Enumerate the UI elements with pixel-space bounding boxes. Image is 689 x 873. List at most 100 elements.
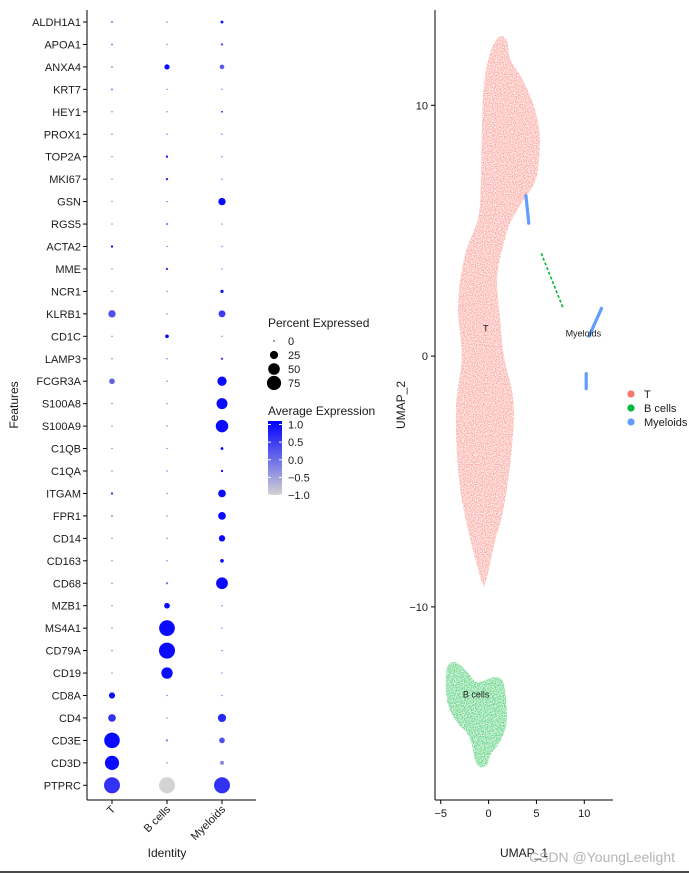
dot-ptprc-myeloids: [214, 777, 230, 794]
feature-label-ms4a1: MS4A1: [45, 623, 81, 635]
umap-legend-swatch-t: [627, 390, 635, 398]
umap-y-axis-title: UMAP_2: [394, 381, 408, 429]
umap-legend-swatch-myeloids: [627, 418, 635, 426]
umap-cluster-label-t: T: [483, 324, 489, 334]
feature-label-lamp3: LAMP3: [45, 354, 81, 366]
dot-gsn-t: [111, 200, 113, 203]
color-legend-gradient: [268, 421, 282, 495]
umap-x-tick-label: 10: [578, 808, 590, 820]
size-legend-label-50: 50: [288, 364, 300, 376]
feature-label-cd163: CD163: [47, 556, 81, 568]
dot-ptprc-t: [104, 777, 120, 794]
color-legend-label-4: −1.0: [288, 490, 310, 502]
feature-label-cd79a: CD79A: [46, 646, 82, 658]
feature-label-mzb1: MZB1: [52, 601, 81, 613]
dot-cd1c-t: [111, 335, 113, 337]
dot-cd8a-t: [108, 692, 116, 699]
dot-lamp3-myeloids: [220, 357, 224, 360]
dot-lamp3-b-cells: [166, 358, 168, 360]
dot-prox1-t: [111, 133, 113, 135]
size-legend-dot-75: [266, 375, 282, 391]
dot-rgs5-b-cells: [166, 223, 168, 225]
dot-top2a-myeloids: [221, 156, 223, 158]
feature-label-acta2: ACTA2: [46, 242, 81, 254]
dot-s100a8-myeloids: [216, 398, 228, 410]
size-legend-label-75: 75: [288, 378, 300, 390]
dot-plot-y-axis-title: Features: [7, 381, 21, 428]
dot-c1qb-b-cells: [166, 447, 168, 450]
dot-plot-legends: Percent Expressed 0 25 50 75 Average Expres…: [266, 316, 375, 502]
dot-cd19-myeloids: [221, 672, 223, 674]
dot-fpr1-b-cells: [166, 515, 168, 517]
feature-label-top2a: TOP2A: [45, 152, 82, 164]
dot-c1qb-t: [111, 447, 113, 450]
dot-cd3d-myeloids: [219, 760, 225, 765]
feature-label-cd3d: CD3D: [51, 758, 81, 770]
dot-mzb1-myeloids: [221, 605, 223, 607]
identity-label-myeloids: Myeloids: [189, 803, 229, 843]
dot-mzb1-b-cells: [164, 602, 170, 609]
dot-gsn-myeloids: [218, 197, 226, 206]
dot-c1qa-myeloids: [220, 469, 224, 473]
umap-legend-swatch-b-cells: [627, 404, 635, 412]
dot-acta2-myeloids: [221, 245, 223, 248]
feature-label-cd4: CD4: [59, 713, 81, 725]
dot-acta2-b-cells: [166, 245, 168, 248]
dot-ncr1-b-cells: [166, 290, 168, 293]
dot-aldh1a1-b-cells: [166, 21, 168, 23]
dot-krt7-myeloids: [221, 88, 223, 91]
dot-fcgr3a-b-cells: [166, 380, 168, 382]
dot-cd3e-myeloids: [219, 737, 225, 744]
dot-cd79a-b-cells: [158, 642, 176, 659]
dot-cd14-myeloids: [218, 535, 226, 542]
feature-label-s100a9: S100A9: [42, 421, 81, 433]
umap-y-tick-label: 10: [416, 100, 428, 112]
feature-label-rgs5: RGS5: [51, 219, 81, 231]
feature-label-cd1c: CD1C: [51, 331, 81, 343]
dot-cd68-b-cells: [165, 582, 169, 585]
dot-mme-myeloids: [221, 268, 223, 270]
feature-label-mme: MME: [55, 264, 81, 276]
dot-prox1-myeloids: [221, 133, 223, 135]
dot-itgam-t: [110, 492, 114, 495]
feature-label-ptprc: PTPRC: [44, 780, 81, 792]
dot-ms4a1-t: [111, 627, 113, 629]
identity-label-t: T: [105, 803, 118, 816]
feature-label-cd68: CD68: [53, 578, 81, 590]
feature-label-c1qb: C1QB: [51, 444, 81, 456]
size-legend-dot-50: [268, 363, 280, 375]
dot-cd19-t: [111, 672, 113, 674]
feature-label-s100a8: S100A8: [42, 399, 81, 411]
color-legend-label-0: 1.0: [288, 420, 303, 432]
dot-fpr1-myeloids: [218, 512, 226, 520]
dot-plot-panel: ALDH1A1 APOA1 ANXA4 KRT7 HEY1 PROX1 TOP2A MKI67…: [7, 10, 256, 860]
dot-prox1-b-cells: [166, 133, 168, 135]
dot-mzb1-t: [111, 605, 113, 607]
size-legend-dot-0: [273, 340, 275, 342]
dot-s100a9-b-cells: [166, 425, 168, 427]
feature-label-gsn: GSN: [57, 197, 81, 209]
dot-anxa4-t: [111, 66, 113, 68]
dot-c1qb-myeloids: [220, 447, 224, 450]
dot-cd3e-b-cells: [165, 739, 169, 742]
dot-aldh1a1-t: [111, 21, 113, 23]
feature-label-fcgr3a: FCGR3A: [36, 376, 81, 388]
dot-plot-x-axis-title: Identity: [148, 846, 187, 860]
dot-cd4-t: [108, 714, 116, 722]
umap-legend-label-t: T: [644, 389, 651, 401]
color-legend-label-3: −0.5: [288, 472, 310, 484]
feature-label-cd19: CD19: [53, 668, 81, 680]
feature-label-klrb1: KLRB1: [46, 309, 81, 321]
feature-label-mki67: MKI67: [49, 174, 81, 186]
dot-hey1-b-cells: [166, 111, 168, 113]
feature-label-itgam: ITGAM: [46, 488, 81, 500]
color-legend-label-2: 0.0: [288, 455, 303, 467]
dot-s100a8-t: [111, 402, 113, 405]
dot-ms4a1-myeloids: [221, 627, 223, 629]
dot-ncr1-myeloids: [220, 289, 224, 294]
dot-gsn-b-cells: [166, 200, 168, 203]
umap-legend-label-myeloids: Myeloids: [644, 417, 688, 429]
dot-anxa4-b-cells: [164, 64, 170, 70]
dot-fcgr3a-myeloids: [217, 376, 227, 386]
dot-rgs5-t: [111, 223, 113, 225]
